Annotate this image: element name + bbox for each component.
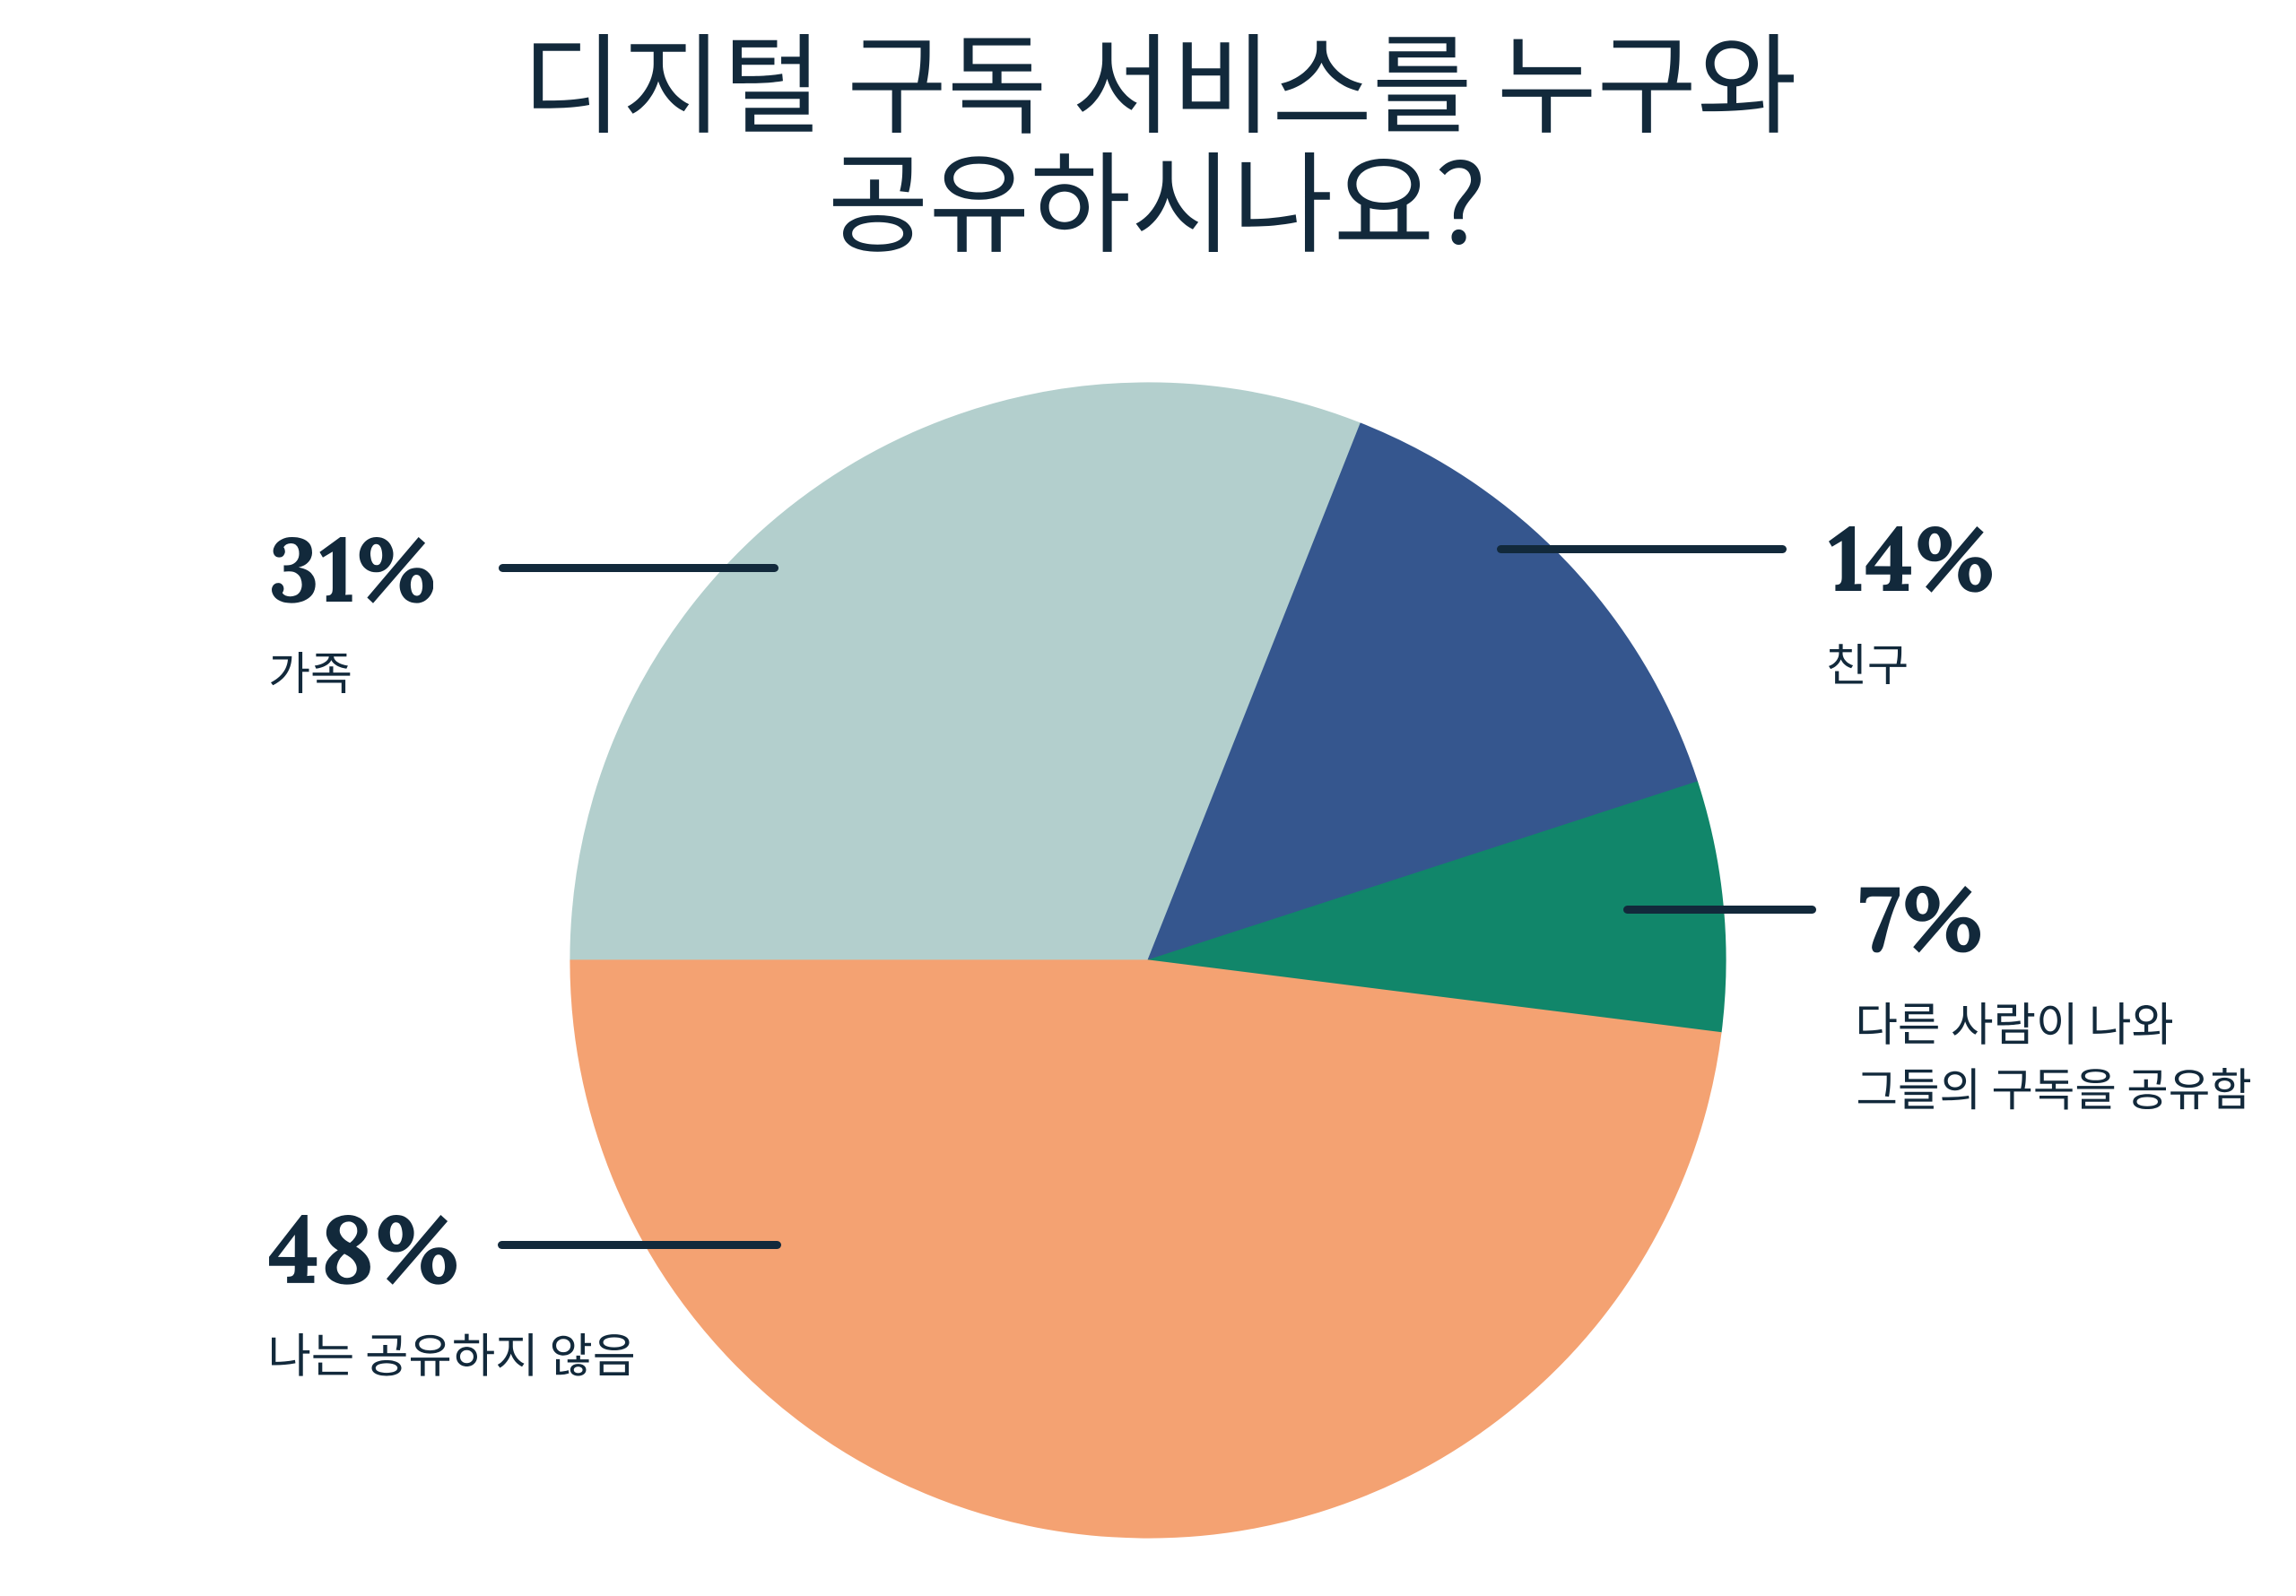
family-label: 가족 xyxy=(271,652,355,698)
family-label-art xyxy=(271,652,351,694)
callout-line-family xyxy=(499,564,778,573)
others-share-with-me-percent-art xyxy=(1860,886,1980,953)
others-share-with-me-label-line-2-art xyxy=(1858,1068,2250,1110)
do-not-share-percent-art xyxy=(269,1215,457,1285)
callout-line-do-not-share xyxy=(498,1240,781,1249)
others-share-with-me-percent: 7% xyxy=(1860,886,1996,977)
page-title-line-1-art xyxy=(534,34,1794,134)
family-percent: 31% xyxy=(272,537,452,628)
family-percent-art xyxy=(271,537,433,603)
others-share-with-me-label-line-1-art xyxy=(1858,1002,2173,1045)
do-not-share-percent: 48% xyxy=(269,1215,459,1310)
friends-label: 친구 xyxy=(1829,644,1912,689)
friends-label-art xyxy=(1829,643,1907,685)
pie-slice-do-not-share xyxy=(570,959,1722,1539)
do-not-share-label: 나는 공유하지 않음 xyxy=(272,1333,645,1381)
page-title-line-2-art xyxy=(833,152,1481,253)
friends-percent: 14% xyxy=(1829,526,2009,617)
friends-percent-art xyxy=(1829,526,1992,593)
callout-line-friends xyxy=(1497,545,1787,553)
others-share-with-me-label-line-2: 그들의 구독을 공유함 xyxy=(1858,1068,2259,1114)
others-share-with-me-label-line-1: 다른 사람이 나와 xyxy=(1859,1002,2183,1049)
pie-slice-family xyxy=(570,382,1361,961)
do-not-share-label-art xyxy=(271,1333,633,1376)
callout-line-others-share-with-me xyxy=(1623,905,1816,914)
